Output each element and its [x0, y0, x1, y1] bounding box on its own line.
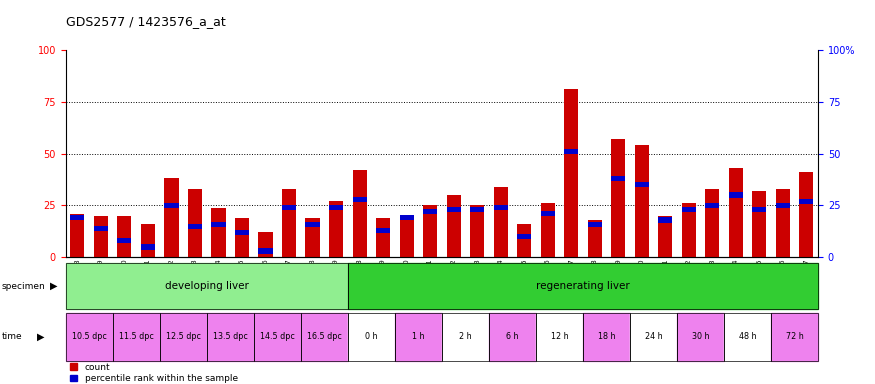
Text: ▶: ▶	[37, 332, 45, 342]
Bar	[752, 207, 766, 212]
Bar	[729, 192, 743, 198]
Text: 24 h: 24 h	[645, 333, 662, 341]
Bar	[658, 217, 672, 223]
Text: ▶: ▶	[50, 281, 58, 291]
Bar	[258, 232, 273, 257]
Bar	[776, 203, 790, 208]
Bar	[729, 168, 743, 257]
Bar	[376, 218, 390, 257]
Text: GDS2577 / 1423576_a_at: GDS2577 / 1423576_a_at	[66, 15, 226, 28]
Bar	[682, 207, 696, 212]
Legend: count, percentile rank within the sample: count, percentile rank within the sample	[70, 362, 238, 383]
Bar	[611, 176, 626, 181]
Text: 11.5 dpc: 11.5 dpc	[119, 333, 154, 341]
Bar	[424, 209, 438, 214]
Text: 12.5 dpc: 12.5 dpc	[165, 333, 200, 341]
Bar	[212, 222, 226, 227]
Bar	[376, 228, 390, 233]
Bar	[588, 222, 602, 227]
Bar	[188, 189, 202, 257]
Bar	[305, 218, 319, 257]
Bar	[800, 199, 814, 204]
Bar	[117, 238, 131, 243]
Bar	[164, 179, 178, 257]
Bar	[541, 211, 555, 216]
Bar	[141, 224, 155, 257]
Text: 12 h: 12 h	[550, 333, 568, 341]
Bar	[541, 204, 555, 257]
Bar	[682, 204, 696, 257]
Bar	[212, 207, 226, 257]
Text: 14.5 dpc: 14.5 dpc	[260, 333, 295, 341]
Bar	[117, 216, 131, 257]
Bar	[470, 207, 484, 212]
Bar	[564, 89, 578, 257]
Bar	[282, 189, 296, 257]
Text: 10.5 dpc: 10.5 dpc	[72, 333, 107, 341]
Bar	[188, 223, 202, 229]
Bar	[588, 220, 602, 257]
Bar	[305, 222, 319, 227]
Bar	[517, 234, 531, 239]
Text: specimen: specimen	[2, 281, 45, 291]
Bar	[634, 145, 649, 257]
Text: developing liver: developing liver	[164, 281, 248, 291]
Text: 48 h: 48 h	[738, 333, 756, 341]
Text: regenerating liver: regenerating liver	[536, 281, 630, 291]
Bar	[70, 214, 85, 257]
Bar	[564, 149, 578, 154]
Bar	[329, 205, 343, 210]
Text: time: time	[2, 333, 23, 341]
Bar	[164, 203, 178, 208]
Bar	[353, 170, 367, 257]
Bar	[424, 205, 438, 257]
Text: 13.5 dpc: 13.5 dpc	[213, 333, 248, 341]
Bar	[70, 215, 85, 220]
Bar	[400, 215, 414, 220]
Text: 30 h: 30 h	[692, 333, 710, 341]
Text: 1 h: 1 h	[412, 333, 424, 341]
Text: 2 h: 2 h	[459, 333, 472, 341]
Bar	[493, 187, 507, 257]
Bar	[776, 189, 790, 257]
Bar	[234, 230, 249, 235]
Bar	[94, 226, 108, 231]
Bar	[282, 205, 296, 210]
Bar	[705, 189, 719, 257]
Bar	[258, 248, 273, 254]
Bar	[634, 182, 649, 187]
Bar	[234, 218, 249, 257]
Bar	[705, 203, 719, 208]
Bar	[611, 139, 626, 257]
Bar	[400, 218, 414, 257]
Bar	[446, 207, 461, 212]
Bar	[658, 216, 672, 257]
Bar	[353, 197, 367, 202]
Text: 18 h: 18 h	[598, 333, 615, 341]
Bar	[446, 195, 461, 257]
Text: 0 h: 0 h	[365, 333, 378, 341]
Bar	[329, 201, 343, 257]
Bar	[94, 216, 108, 257]
Bar	[141, 244, 155, 250]
Bar	[800, 172, 814, 257]
Bar	[517, 224, 531, 257]
Bar	[752, 191, 766, 257]
Bar	[470, 205, 484, 257]
Text: 16.5 dpc: 16.5 dpc	[307, 333, 342, 341]
Text: 6 h: 6 h	[506, 333, 519, 341]
Bar	[493, 205, 507, 210]
Text: 72 h: 72 h	[786, 333, 803, 341]
